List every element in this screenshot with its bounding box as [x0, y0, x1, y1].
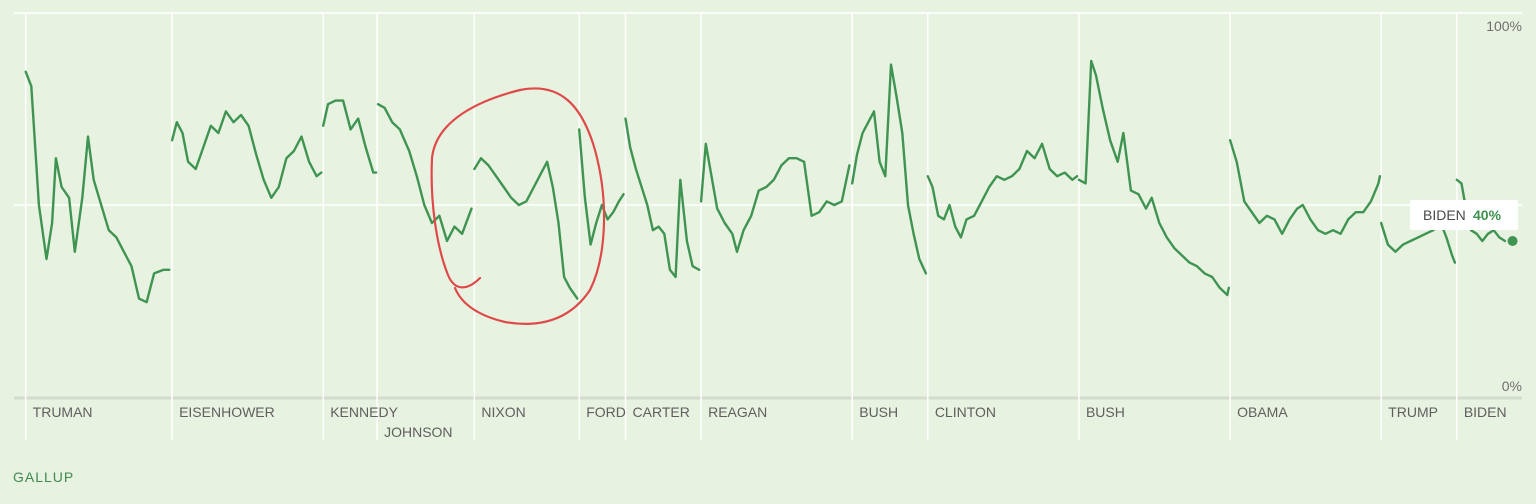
president-label: NIXON — [481, 404, 525, 420]
president-label: BIDEN — [1464, 404, 1507, 420]
president-label: CLINTON — [935, 404, 996, 420]
series-line-clinton — [926, 142, 1079, 239]
series-line-eisenhower — [170, 110, 323, 199]
current-value-tooltip: BIDEN 40% — [1410, 200, 1518, 230]
president-label: KENNEDY — [330, 404, 398, 420]
tooltip-box — [1410, 200, 1518, 230]
current-point-dot[interactable] — [1507, 236, 1518, 246]
president-label: JOHNSON — [384, 424, 452, 440]
series-line-bush — [1077, 59, 1230, 297]
series-line-johnson — [376, 103, 473, 243]
series-line-bush — [851, 63, 928, 275]
president-label: BUSH — [859, 404, 898, 420]
president-label: REAGAN — [708, 404, 767, 420]
tooltip-value: 40% — [1473, 207, 1502, 223]
series-line-nixon — [473, 157, 579, 300]
president-label: FORD — [586, 404, 626, 420]
series-line-obama — [1228, 139, 1382, 235]
president-label: BUSH — [1086, 404, 1125, 420]
president-label: TRUMP — [1388, 404, 1438, 420]
series-line-biden — [1455, 178, 1507, 243]
series-line-reagan — [699, 142, 851, 253]
series-line-kennedy — [322, 99, 378, 174]
series-layer — [24, 59, 1507, 304]
annotation-circle — [430, 87, 606, 325]
grid-layer — [14, 12, 1522, 440]
president-label: TRUMAN — [33, 404, 93, 420]
president-label: EISENHOWER — [179, 404, 275, 420]
source-label: GALLUP — [13, 469, 74, 485]
y-tick-0: 0% — [1502, 378, 1522, 394]
y-tick-100: 100% — [1486, 18, 1522, 34]
series-line-truman — [24, 70, 171, 304]
series-line-trump — [1380, 221, 1457, 264]
president-labels: TRUMAN EISENHOWER KENNEDY JOHNSON NIXON FORD C… — [33, 404, 1507, 440]
tooltip-name: BIDEN — [1423, 207, 1466, 223]
president-label: OBAMA — [1237, 404, 1288, 420]
series-line-ford — [578, 128, 625, 246]
series-line-carter — [624, 117, 701, 279]
president-label: CARTER — [633, 404, 690, 420]
